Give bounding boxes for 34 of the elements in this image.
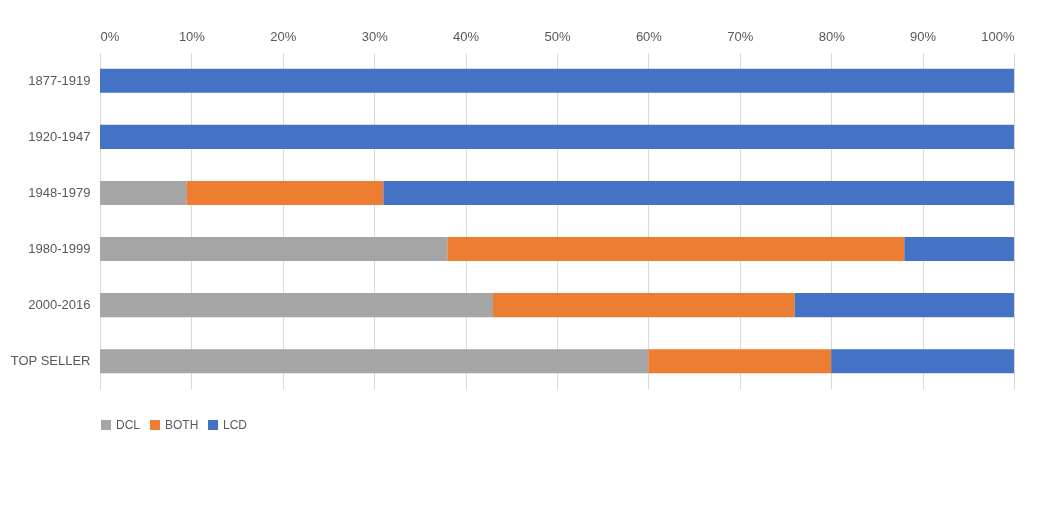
bar bbox=[100, 349, 649, 374]
x-tick-label: 50% bbox=[544, 28, 571, 44]
bar bbox=[100, 236, 448, 262]
bar bbox=[904, 236, 1014, 262]
bar bbox=[100, 293, 494, 318]
legend-label: DCL bbox=[116, 418, 141, 432]
bar bbox=[100, 124, 1014, 149]
bar bbox=[493, 293, 795, 318]
y-tick-label: 2000-2016 bbox=[28, 297, 91, 313]
bar bbox=[100, 180, 187, 206]
y-tick-label: 1980-1999 bbox=[28, 241, 91, 257]
y-tick-label: 1877-1919 bbox=[28, 72, 91, 88]
bar bbox=[100, 68, 1014, 93]
bar bbox=[383, 180, 1014, 206]
bar bbox=[186, 180, 384, 206]
x-tick-label: 60% bbox=[635, 28, 663, 44]
x-tick-label: 0% bbox=[100, 28, 120, 44]
x-tick-label: 40% bbox=[453, 28, 480, 44]
y-tick-label: TOP SELLER bbox=[10, 353, 91, 369]
legend-label: LCD bbox=[223, 418, 248, 432]
bar bbox=[794, 293, 1014, 318]
legend-label: BOTH bbox=[165, 418, 199, 432]
bar bbox=[831, 349, 1014, 374]
bar bbox=[648, 349, 832, 374]
x-tick-label: 100% bbox=[981, 28, 1015, 44]
y-tick-label: 1920-1947 bbox=[28, 128, 91, 144]
x-tick-label: 70% bbox=[727, 28, 754, 44]
x-tick-label: 30% bbox=[361, 28, 389, 44]
x-tick-label: 20% bbox=[270, 28, 297, 44]
x-tick-label: 10% bbox=[178, 28, 206, 44]
bar bbox=[447, 236, 905, 262]
x-tick-label: 90% bbox=[910, 28, 937, 44]
y-tick-label: 1948-1979 bbox=[28, 184, 91, 200]
x-tick-label: 80% bbox=[818, 28, 846, 44]
